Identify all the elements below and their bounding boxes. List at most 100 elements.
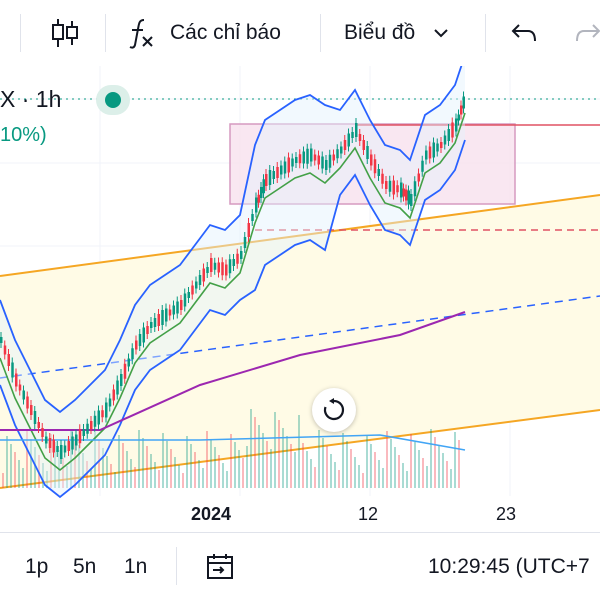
volume-bar xyxy=(74,437,76,488)
volume-bar xyxy=(142,438,144,488)
range-5n-button[interactable]: 5n xyxy=(73,555,97,578)
volume-bar xyxy=(62,458,64,488)
candle xyxy=(217,262,220,273)
candle xyxy=(86,423,89,434)
candle xyxy=(138,334,142,346)
volume-bar xyxy=(414,442,416,488)
candle xyxy=(396,185,399,193)
volume-bar xyxy=(262,433,264,488)
channel-upper-line xyxy=(0,194,600,277)
volume-bar xyxy=(118,435,120,488)
candle xyxy=(405,189,408,201)
candle xyxy=(325,160,328,170)
candle xyxy=(247,223,250,237)
volume-bar xyxy=(86,461,88,488)
volume-bar xyxy=(154,462,156,488)
volume-bar xyxy=(386,431,388,488)
candle xyxy=(400,182,403,198)
volume-bar xyxy=(266,441,268,488)
chart-style-button[interactable] xyxy=(50,0,84,66)
candle xyxy=(157,314,160,326)
toolbar-divider xyxy=(20,14,21,52)
channel-lower-line xyxy=(0,409,600,489)
candle xyxy=(225,264,228,276)
volume-bar xyxy=(98,440,100,488)
volume-bar xyxy=(210,439,212,488)
time-axis[interactable]: 2024 12 23 xyxy=(0,496,600,532)
candle xyxy=(276,167,279,178)
candle xyxy=(272,171,275,179)
volume-bar xyxy=(190,444,192,488)
candle xyxy=(455,118,458,132)
indicators-label: Các chỉ báo xyxy=(170,21,281,44)
candle xyxy=(112,389,115,401)
candle xyxy=(460,105,463,115)
range-1n-button[interactable]: 1n xyxy=(124,555,148,578)
undo-button[interactable] xyxy=(510,0,538,66)
volume-bar xyxy=(286,436,288,488)
candle xyxy=(317,155,320,165)
candle xyxy=(93,415,97,427)
candle xyxy=(295,157,298,163)
volume-bar xyxy=(390,439,392,488)
candle xyxy=(161,310,164,325)
volume-bar xyxy=(162,433,164,488)
volume-bar xyxy=(198,460,200,488)
volume-bar xyxy=(338,470,340,488)
range-1p-button[interactable]: 1p xyxy=(25,555,49,578)
candle xyxy=(302,151,305,164)
candle xyxy=(313,154,317,161)
volume-bar xyxy=(194,452,196,488)
volume-bar xyxy=(2,473,4,488)
volume-bar xyxy=(122,443,124,488)
go-to-date-button[interactable] xyxy=(205,553,235,586)
reset-chart-button[interactable] xyxy=(312,388,356,432)
volume-bar xyxy=(406,471,408,488)
volume-bar xyxy=(354,457,356,488)
candle xyxy=(436,143,439,152)
volume-bar xyxy=(174,457,176,488)
candle xyxy=(417,173,420,182)
price-chart[interactable] xyxy=(0,66,600,532)
candle xyxy=(402,188,405,197)
candle xyxy=(153,318,157,327)
volume-bar xyxy=(182,473,184,488)
candle xyxy=(108,398,112,407)
chart-canvas[interactable] xyxy=(0,66,600,532)
volume-bar xyxy=(18,460,20,488)
candle xyxy=(410,194,413,206)
candle xyxy=(63,445,67,453)
volume-bar xyxy=(106,456,108,488)
candle xyxy=(280,165,283,175)
volume-bar xyxy=(14,452,16,488)
volume-bar xyxy=(270,449,272,488)
volume-bar xyxy=(238,450,240,488)
candle xyxy=(221,262,224,276)
volume-bar xyxy=(394,447,396,488)
volume-bar xyxy=(458,440,460,488)
candle xyxy=(407,190,410,205)
redo-button[interactable] xyxy=(574,0,600,66)
candle xyxy=(255,197,258,213)
volume-bar xyxy=(186,436,188,488)
candle xyxy=(120,374,123,386)
volume-bar xyxy=(246,446,248,488)
volume-bar xyxy=(398,455,400,488)
clock-timezone-label[interactable]: 10:29:45 (UTC+7 xyxy=(428,555,590,578)
candle xyxy=(195,281,198,289)
volume-bar xyxy=(258,425,260,488)
candle xyxy=(362,140,365,150)
volume-bar xyxy=(22,468,24,488)
candle xyxy=(11,362,14,378)
indicators-button[interactable]: Các chỉ báo xyxy=(128,0,281,66)
chart-type-dropdown[interactable]: Biểu đồ xyxy=(344,0,449,66)
candle xyxy=(228,259,232,274)
candle xyxy=(180,300,183,310)
candle xyxy=(425,150,428,160)
volume-bar xyxy=(166,441,168,488)
candle xyxy=(82,429,85,436)
candle xyxy=(366,146,369,159)
redo-icon xyxy=(576,24,600,42)
candle xyxy=(421,160,424,172)
volume-bar xyxy=(102,448,104,488)
